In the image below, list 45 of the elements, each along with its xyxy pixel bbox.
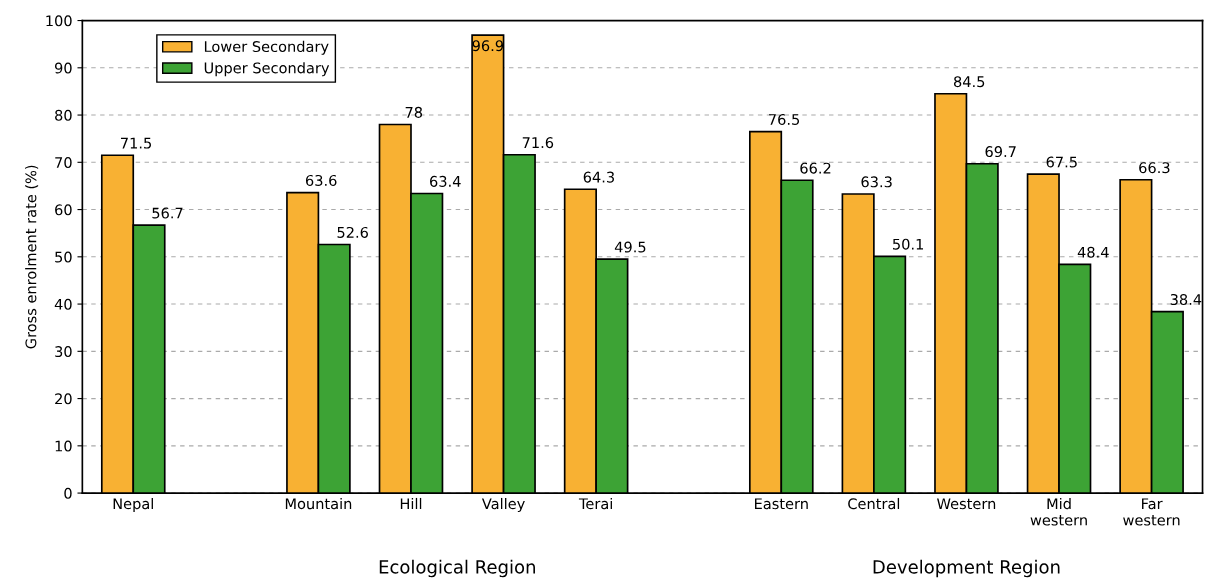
data-label: 50.1 [893, 238, 924, 250]
y-tick-label: 100 [46, 15, 72, 27]
text: Ecological Region [379, 559, 535, 578]
data-label: 84.5 [953, 76, 985, 88]
x-tick-label: Mountain [285, 497, 352, 510]
y-tick-label: 30 [55, 346, 72, 358]
x-tick-label: Far western [1123, 498, 1180, 526]
data-label: 52.6 [337, 226, 368, 238]
x-tick-label: Central [848, 497, 900, 510]
text: Development Region [873, 559, 1060, 578]
data-label: 38.4 [1170, 293, 1202, 306]
y-tick-label: 50 [55, 251, 72, 263]
x-tick-label: Hill [400, 497, 422, 510]
data-label: 63.3 [861, 176, 892, 188]
data-label: 71.5 [121, 137, 151, 149]
data-label: 71.6 [522, 137, 554, 149]
data-label: 66.2 [800, 162, 831, 174]
data-label: 67.5 [1046, 156, 1077, 168]
data-label: 63.6 [305, 174, 337, 186]
y-tick-label: 10 [55, 440, 72, 452]
data-label: 63.4 [430, 175, 461, 187]
legend-label: Upper Secondary [204, 62, 330, 77]
x-tick-label: Mid western [1030, 497, 1087, 526]
y-tick-label: 0 [64, 487, 72, 499]
data-label: 76.5 [769, 113, 800, 125]
x-tick-label: Terai [578, 497, 612, 510]
data-label: 69.7 [985, 146, 1016, 158]
y-tick-label: 70 [55, 157, 72, 169]
x-tick-label: Nepal [113, 497, 153, 513]
data-label: 48.4 [1077, 246, 1109, 258]
y-tick-label: 60 [55, 204, 72, 216]
x-tick-label: Eastern [755, 498, 808, 510]
data-label: 66.3 [1139, 162, 1170, 174]
y-axis-title: Gross enrolment rate (%) [25, 165, 39, 349]
data-label: 49.5 [614, 241, 646, 253]
y-tick-label: 20 [55, 393, 72, 405]
y-tick-label: 90 [54, 62, 72, 74]
x-tick-label: Western [937, 498, 996, 510]
data-label: 64.3 [583, 171, 614, 183]
data-label: 78 [405, 106, 423, 118]
x-tick-label: Valley [481, 497, 525, 513]
legend-label: Lower Secondary [204, 40, 329, 55]
y-tick-label: 80 [55, 109, 72, 121]
y-tick-label: 40 [54, 298, 72, 310]
data-label: 56.7 [152, 207, 183, 219]
